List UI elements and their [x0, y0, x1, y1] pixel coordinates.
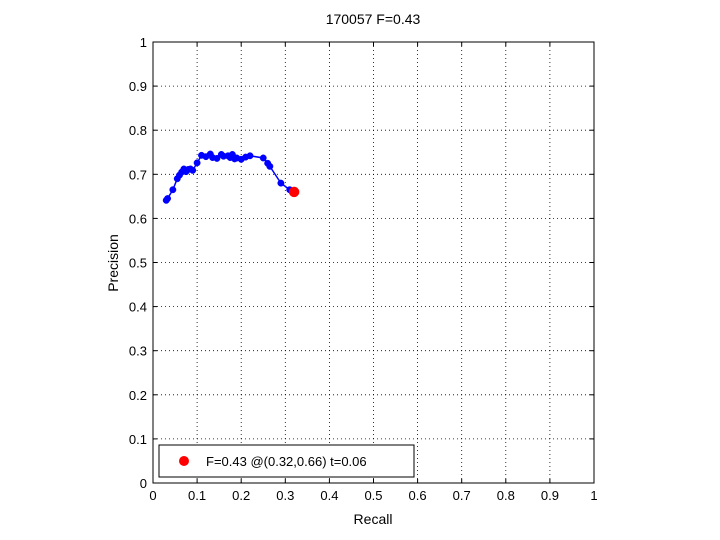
chart-title: 170057 F=0.43 — [326, 11, 421, 27]
data-point — [213, 154, 221, 162]
y-tick-label: 0.9 — [129, 79, 147, 94]
legend-marker — [179, 456, 189, 466]
x-tick-label: 0 — [149, 488, 156, 503]
x-tick-label: 0.6 — [409, 488, 427, 503]
x-tick-label: 0.1 — [188, 488, 206, 503]
data-point — [277, 179, 285, 187]
legend-label: F=0.43 @(0.32,0.66) t=0.06 — [206, 454, 367, 469]
y-tick-label: 0.2 — [129, 388, 147, 403]
data-point — [193, 159, 201, 167]
y-tick-label: 0.1 — [129, 432, 147, 447]
data-point — [266, 162, 274, 170]
x-tick-label: 0.7 — [453, 488, 471, 503]
x-tick-label: 0.4 — [320, 488, 338, 503]
data-point — [259, 154, 267, 162]
y-tick-label: 0 — [140, 476, 147, 491]
y-tick-label: 0.7 — [129, 167, 147, 182]
data-point — [246, 152, 254, 160]
x-axis-label: Recall — [354, 511, 393, 527]
data-point — [164, 195, 172, 203]
plot-area: 0 0.1 0.2 0.3 0.4 0.5 0.6 0.7 0.8 0.9 1 0 0.1 0.2 0.3 0… — [129, 35, 598, 503]
y-tick-label: 0.5 — [129, 256, 147, 271]
data-point — [189, 166, 197, 174]
x-tick-label: 0.2 — [232, 488, 250, 503]
x-tick-label: 1 — [590, 488, 597, 503]
y-axis-label: Precision — [105, 234, 121, 292]
legend-box — [158, 444, 415, 478]
x-tick-label: 0.8 — [497, 488, 515, 503]
x-tick-label: 0.5 — [364, 488, 382, 503]
x-tick-label: 0.9 — [541, 488, 559, 503]
x-tick-label: 0.3 — [276, 488, 294, 503]
y-tick-label: 0.6 — [129, 211, 147, 226]
y-tick-label: 0.4 — [129, 300, 147, 315]
data-point — [169, 186, 177, 194]
legend: F=0.43 @(0.32,0.66) t=0.06 — [158, 444, 415, 478]
y-tick-label: 1 — [140, 35, 147, 50]
y-tick-label: 0.3 — [129, 344, 147, 359]
best-f-point — [288, 186, 300, 198]
y-tick-label: 0.8 — [129, 123, 147, 138]
